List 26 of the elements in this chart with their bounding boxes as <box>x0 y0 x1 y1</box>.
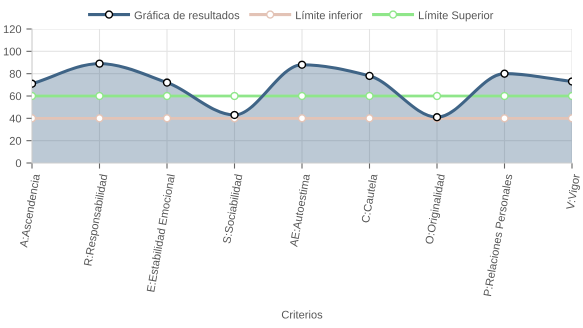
point <box>230 92 239 100</box>
point <box>298 92 306 100</box>
y-tick-label: 120 <box>4 25 22 34</box>
x-tick-label: V:Vigor <box>566 174 582 210</box>
y-tick-label: 100 <box>4 48 22 56</box>
point <box>95 114 104 122</box>
point <box>298 114 306 122</box>
legend-label: Límite inferior <box>296 10 362 20</box>
legend-label: Límite Superior <box>418 10 494 22</box>
y-tick-label: 80 <box>10 70 22 78</box>
x-tick-label: P:Relaciones Personales <box>483 174 512 296</box>
point <box>432 92 442 100</box>
point <box>365 92 374 100</box>
x-tick-label: C:Cautela <box>361 173 378 223</box>
y-tick-label: 0 <box>16 159 22 168</box>
point <box>500 114 509 122</box>
point <box>162 114 172 122</box>
point <box>365 114 374 122</box>
x-axis-title: Criterios <box>282 310 322 319</box>
y-tick-label: 40 <box>9 114 22 122</box>
y-tick-label: 20 <box>10 136 22 145</box>
y-tick-label: 60 <box>10 92 22 100</box>
legend-label: Gráfica de resultados <box>134 10 240 20</box>
point <box>95 92 104 100</box>
point <box>500 92 509 100</box>
point <box>162 92 172 100</box>
